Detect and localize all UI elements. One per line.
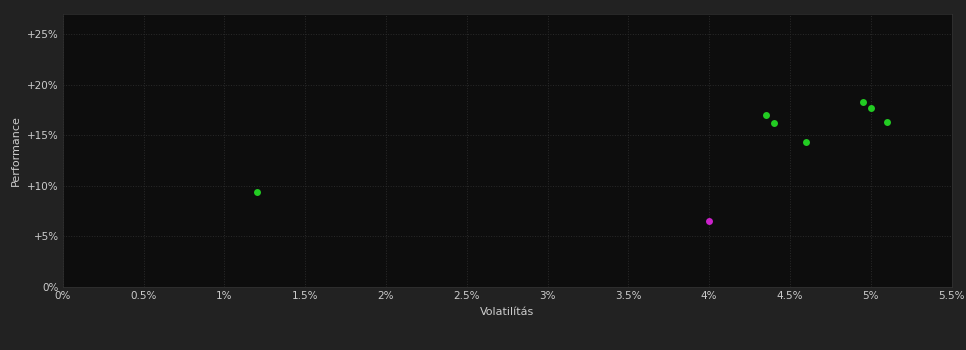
- Point: [249, 189, 265, 195]
- Point: [766, 120, 781, 126]
- Point: [879, 119, 895, 125]
- Point: [701, 218, 717, 224]
- Point: [855, 99, 870, 105]
- Point: [798, 140, 813, 145]
- Point: [758, 112, 774, 118]
- Y-axis label: Performance: Performance: [12, 115, 21, 186]
- X-axis label: Volatilítás: Volatilítás: [480, 307, 534, 317]
- Point: [863, 105, 878, 111]
